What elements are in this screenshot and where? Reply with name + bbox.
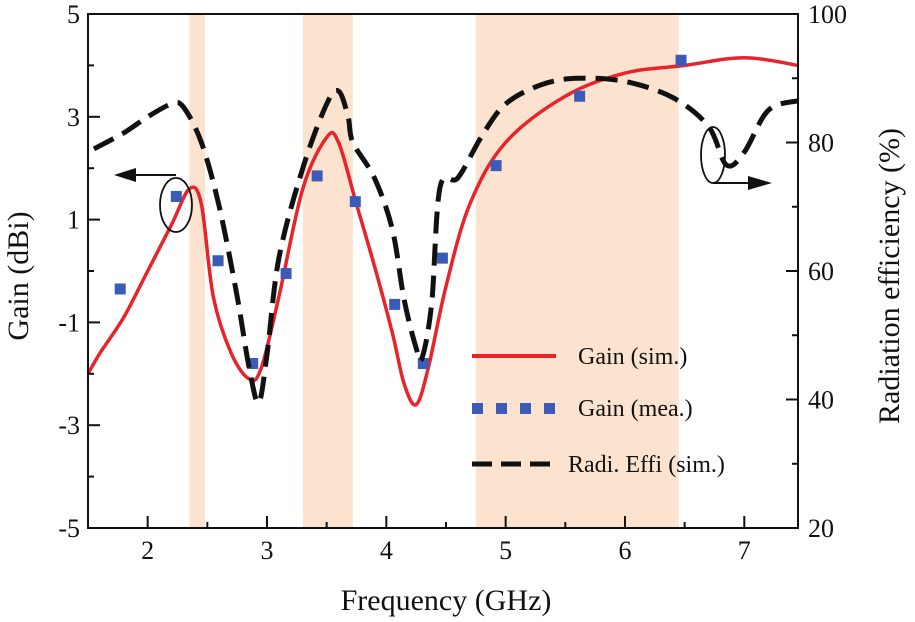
point-gain-mea-12 (675, 54, 687, 66)
left-series-marker-ellipse (159, 177, 193, 233)
left-axis-arrow-icon (114, 168, 136, 182)
x-axis-title: Frequency (GHz) (341, 584, 552, 617)
axis-indicators (114, 126, 772, 233)
y2-axis-title: Radiation efficiency (%) (873, 128, 906, 424)
x-tick-label-4: 4 (380, 536, 393, 565)
y-tick-label--3: -3 (58, 411, 80, 440)
y2-tick-label-40: 40 (808, 386, 834, 415)
point-gain-mea-6 (349, 196, 361, 208)
legend-label-radi-effi: Radi. Effi (sim.) (568, 452, 725, 478)
point-gain-mea-7 (389, 298, 401, 310)
point-gain-mea-11 (574, 90, 586, 102)
axis-ticks: 2 3 4 5 6 7 -5 -3 -1 1 3 5 20 40 60 80 100 (58, 0, 847, 565)
legend-swatch-gain-mea (472, 403, 555, 414)
point-gain-mea-3 (247, 358, 259, 370)
y-tick-label--1: -1 (58, 308, 80, 337)
y-tick-label-5: 5 (67, 0, 80, 29)
x-tick-label-3: 3 (260, 536, 273, 565)
y2-tick-label-80: 80 (808, 129, 834, 158)
point-gain-mea-4 (280, 268, 292, 280)
point-gain-mea-0 (114, 283, 126, 295)
x-tick-label-6: 6 (618, 536, 631, 565)
y2-tick-label-100: 100 (808, 0, 847, 29)
y2-tick-label-20: 20 (808, 514, 834, 543)
point-gain-mea-2 (212, 255, 224, 267)
point-gain-mea-10 (490, 160, 502, 172)
series-line-radi-effi-sim (92, 75, 799, 406)
point-gain-mea-9 (436, 252, 448, 264)
x-tick-label-2: 2 (141, 536, 154, 565)
legend: Gain (sim.) Gain (mea.) Radi. Effi (sim.… (472, 344, 725, 478)
legend-label-gain-sim: Gain (sim.) (578, 344, 687, 370)
x-tick-label-5: 5 (499, 536, 512, 565)
shaded-band-1 (189, 14, 205, 528)
y-tick-label-3: 3 (67, 103, 80, 132)
shaded-frequency-bands (189, 14, 679, 528)
point-gain-mea-1 (170, 190, 182, 202)
point-gain-mea-8 (417, 358, 429, 370)
right-axis-arrow-icon (748, 176, 772, 190)
y-tick-label--5: -5 (58, 514, 80, 543)
point-gain-mea-5 (311, 170, 323, 182)
x-tick-label-7: 7 (738, 536, 751, 565)
legend-label-gain-mea: Gain (mea.) (578, 396, 693, 422)
y-tick-label-1: 1 (67, 206, 80, 235)
shaded-band-2 (302, 14, 353, 528)
y2-tick-label-60: 60 (808, 257, 834, 286)
y-axis-title: Gain (dBi) (2, 211, 35, 340)
